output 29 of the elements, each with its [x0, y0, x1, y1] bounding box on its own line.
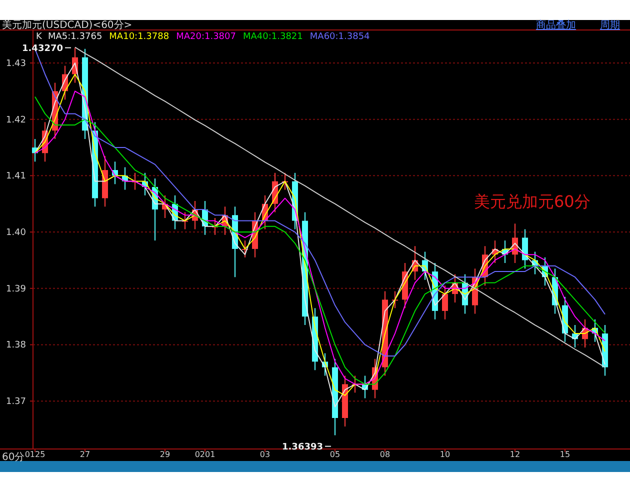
- y-tick-label: 1.38: [6, 340, 26, 351]
- text: MA10:1.3788: [109, 32, 170, 42]
- y-tick-label: 1.39: [6, 284, 26, 294]
- text: MA5:1.3765: [48, 32, 102, 42]
- y-tick-label: 1.40: [6, 228, 26, 238]
- x-tick-label: 27: [80, 450, 90, 459]
- x-tick-label: 08: [380, 450, 390, 459]
- candlestick: [442, 285, 448, 320]
- text: MA40:1.3821: [242, 32, 303, 42]
- x-tick-label: 15: [560, 450, 570, 459]
- annotation: 商品叠加: [536, 19, 576, 31]
- y-tick-label: 1.37: [6, 397, 26, 408]
- x-tick-label: 05: [330, 450, 340, 459]
- text: MA60:1.3854: [310, 32, 370, 42]
- y-tick-label: 1.42: [6, 115, 26, 126]
- x-axis-title: 60分: [2, 451, 25, 463]
- legend-title: K: [36, 32, 43, 42]
- x-tick-label: 03: [260, 450, 270, 459]
- chart-title: 美元加元(USDCAD)<60分>: [2, 19, 132, 31]
- text: MA20:1.3807: [176, 32, 236, 42]
- y-tick-label: 1.43: [6, 58, 26, 69]
- annotation: 周期: [600, 19, 620, 31]
- y-tick-label: 1.41: [6, 172, 26, 182]
- x-tick-label: 12: [510, 450, 520, 459]
- x-tick-label: 0125: [24, 450, 46, 459]
- x-tick-label: 10: [440, 450, 450, 459]
- annotation: 美元兑加元60分: [474, 192, 590, 211]
- x-tick-label: 0201: [194, 450, 216, 459]
- x-tick-label: 29: [160, 450, 170, 459]
